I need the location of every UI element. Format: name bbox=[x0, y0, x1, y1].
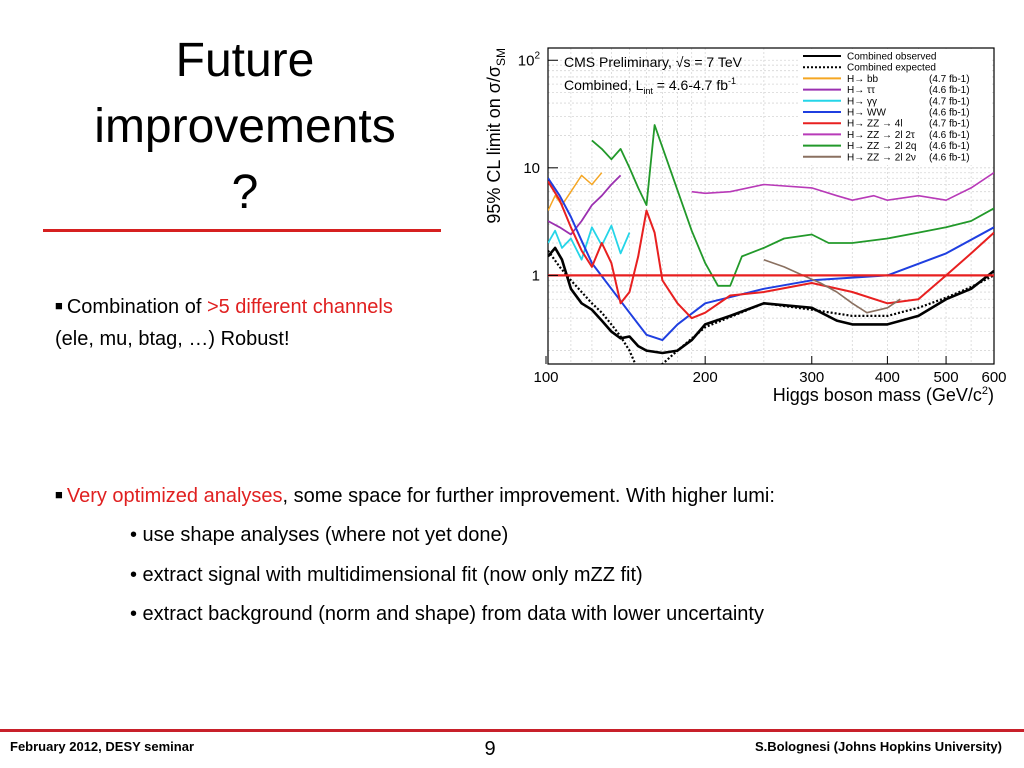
bullet-optimized-highlight: Very optimized analyses bbox=[66, 485, 283, 507]
slide-title: Future improvements ? bbox=[40, 28, 450, 226]
page-number: 9 bbox=[484, 738, 496, 760]
y-tick-label: 1 bbox=[532, 267, 540, 284]
legend-label: H→ ZZ → 2l 2τ bbox=[847, 130, 915, 141]
series-line bbox=[691, 172, 994, 201]
legend-lumi: (4.7 fb-1) bbox=[929, 119, 970, 130]
chart-header-line2: Combined, Lint = 4.6-4.7 fb-1 bbox=[564, 76, 736, 96]
legend-lumi: (4.6 fb-1) bbox=[929, 108, 970, 119]
legend-label: H→ γγ bbox=[847, 96, 877, 107]
series-line bbox=[548, 180, 994, 320]
title-line-1: Future bbox=[175, 34, 315, 87]
chart-header-line1: CMS Preliminary, √s = 7 TeV bbox=[564, 54, 743, 70]
x-tick-label: 600 bbox=[981, 369, 1006, 386]
plot-frame bbox=[547, 47, 995, 365]
x-tick-label: 100 bbox=[533, 369, 558, 386]
series-line bbox=[548, 172, 603, 211]
y-axis-title: 95% CL limit on σ/σSM bbox=[484, 48, 508, 224]
legend-label: H→ ZZ → 2l 2ν bbox=[847, 152, 916, 163]
legend-lumi: (4.7 fb-1) bbox=[929, 96, 970, 107]
legend-label: Combined expected bbox=[847, 63, 936, 74]
square-bullet-icon: ■ bbox=[55, 487, 63, 502]
sub-bullet-shape: • use shape analyses (where not yet done… bbox=[130, 524, 509, 546]
x-tick-label: 300 bbox=[799, 369, 824, 386]
series-line bbox=[548, 224, 631, 261]
series-line bbox=[548, 246, 994, 355]
title-divider bbox=[43, 229, 441, 232]
legend-lumi: (4.6 fb-1) bbox=[929, 85, 970, 96]
bullet-combination-prefix: Combination of bbox=[66, 296, 207, 318]
legend-label: H→ WW bbox=[847, 108, 886, 119]
title-line-2: improvements bbox=[94, 100, 396, 153]
series-line bbox=[548, 249, 994, 364]
x-tick-label: 400 bbox=[875, 369, 900, 386]
bullet-optimized: ■ Very optimized analyses, some space for… bbox=[55, 481, 1015, 513]
series-line bbox=[548, 177, 994, 342]
x-axis-title: Higgs boson mass (GeV/c2) bbox=[773, 385, 994, 405]
bullet-combination-highlight: >5 different channels bbox=[206, 296, 393, 318]
chart-svg: 100 200 300 400 500 600 1 10 102 Higgs boson mass… bbox=[484, 47, 1007, 405]
legend-label: H→ ZZ → 2l 2q bbox=[847, 141, 916, 152]
sub-bullet-signal: • extract signal with multidimensional f… bbox=[130, 564, 643, 586]
footer-right: S.Bolognesi (Johns Hopkins University) bbox=[754, 739, 1002, 754]
legend-lumi: (4.6 fb-1) bbox=[929, 152, 970, 163]
series-line bbox=[548, 174, 622, 236]
legend-lumi: (4.6 fb-1) bbox=[929, 141, 970, 152]
x-tick-label: 200 bbox=[693, 369, 718, 386]
sub-bullet-background: • extract background (norm and shape) fr… bbox=[130, 603, 764, 625]
series-line bbox=[591, 124, 994, 287]
bullet-combination-line2: (ele, mu, btag, …) Robust! bbox=[55, 328, 290, 350]
bullet-combination: ■ Combination of >5 different channels (e… bbox=[55, 292, 475, 354]
x-tick-label: 500 bbox=[934, 369, 959, 386]
legend-lumi: (4.6 fb-1) bbox=[929, 130, 970, 141]
legend-lumi: (4.7 fb-1) bbox=[929, 74, 970, 85]
footer-left: February 2012, DESY seminar bbox=[10, 739, 195, 754]
y-tick-label: 10 bbox=[523, 160, 540, 177]
higgs-limit-plot: 100 200 300 400 500 600 1 10 102 Higgs boson mass… bbox=[480, 40, 1024, 412]
legend-label: Combined observed bbox=[847, 52, 937, 63]
series-line bbox=[763, 258, 901, 314]
legend-label: H→ ZZ → 4l bbox=[847, 119, 903, 130]
legend-label: H→ bb bbox=[847, 74, 879, 85]
footer-divider bbox=[0, 729, 1024, 732]
y-tick-label: 102 bbox=[518, 50, 541, 69]
legend-label: H→ ττ bbox=[847, 85, 875, 96]
title-line-3: ? bbox=[231, 166, 259, 219]
bullet-optimized-rest: , some space for further improvement. Wi… bbox=[282, 485, 775, 507]
square-bullet-icon: ■ bbox=[55, 298, 63, 313]
